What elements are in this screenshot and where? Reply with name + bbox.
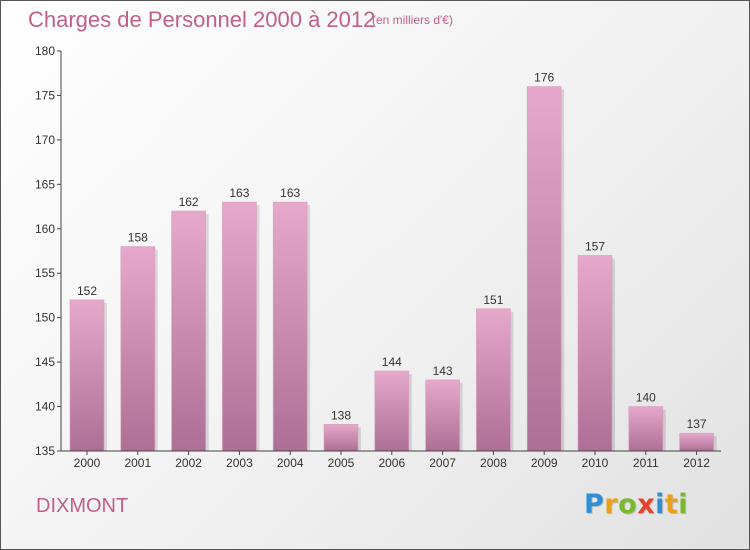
x-tick-label-2005: 2005 <box>328 456 355 470</box>
bar-2003 <box>222 201 257 452</box>
logo-letter: r <box>604 489 619 520</box>
bar-2006 <box>374 370 410 452</box>
y-tick-label-140: 140 <box>35 400 55 414</box>
value-label-2008: 151 <box>483 293 503 307</box>
x-tick-label-2009: 2009 <box>531 456 558 470</box>
logo-letter: P <box>584 489 605 520</box>
x-tick-label-2004: 2004 <box>277 456 304 470</box>
logo-letter: i <box>655 489 665 520</box>
chart-subtitle: (en milliers d'€) <box>372 13 453 27</box>
y-tick-label-155: 155 <box>35 266 55 280</box>
x-tick-label-2010: 2010 <box>582 456 609 470</box>
y-tick-label-165: 165 <box>35 177 55 191</box>
y-tick-label-180: 180 <box>35 44 55 58</box>
value-label-2002: 162 <box>179 195 199 209</box>
value-label-2012: 137 <box>687 417 707 431</box>
commune-name: DIXMONT <box>36 495 129 517</box>
value-label-2004: 163 <box>280 186 300 200</box>
x-tick-label-2001: 2001 <box>124 456 151 470</box>
y-tick-label-175: 175 <box>35 88 55 102</box>
bar-2004 <box>272 201 308 452</box>
value-label-2006: 144 <box>382 355 402 369</box>
logo-letter: i <box>678 489 689 520</box>
x-tick-label-2000: 2000 <box>74 456 101 470</box>
logo-letter: x <box>637 489 656 520</box>
bar-2009 <box>526 86 562 452</box>
value-label-2007: 143 <box>433 364 453 378</box>
bar-2000 <box>69 299 105 452</box>
x-tick-label-2008: 2008 <box>480 456 507 470</box>
value-label-2001: 158 <box>128 231 148 245</box>
bar-2001 <box>120 246 156 452</box>
x-tick-label-2002: 2002 <box>175 456 202 470</box>
value-label-2011: 140 <box>636 391 656 405</box>
value-label-2009: 176 <box>534 71 554 85</box>
x-tick-label-2006: 2006 <box>378 456 405 470</box>
chart-title: Charges de Personnel 2000 à 2012 <box>28 7 376 32</box>
x-tick-label-2012: 2012 <box>683 456 710 470</box>
value-label-2003: 163 <box>229 186 249 200</box>
y-tick-label-135: 135 <box>35 444 55 458</box>
y-tick-label-160: 160 <box>35 222 55 236</box>
logo-letter: t <box>664 489 679 520</box>
bar-2012 <box>679 432 714 452</box>
y-tick-label-145: 145 <box>35 355 55 369</box>
proxiti-logo: Proxiti <box>584 489 688 520</box>
logo-letter: o <box>618 489 638 520</box>
value-label-2010: 157 <box>585 239 605 253</box>
y-tick-label-170: 170 <box>35 133 55 147</box>
bar-2002 <box>171 210 206 452</box>
y-tick-label-150: 150 <box>35 311 55 325</box>
x-tick-label-2007: 2007 <box>429 456 456 470</box>
x-tick-label-2003: 2003 <box>226 456 253 470</box>
bar-2005 <box>323 424 359 452</box>
x-tick-label-2011: 2011 <box>633 456 659 470</box>
value-label-2005: 138 <box>331 408 351 422</box>
bar-2008 <box>476 308 511 452</box>
bar-2007 <box>425 379 460 452</box>
bar-2011 <box>628 406 664 452</box>
value-label-2000: 152 <box>77 284 97 298</box>
bar-2010 <box>577 255 613 452</box>
